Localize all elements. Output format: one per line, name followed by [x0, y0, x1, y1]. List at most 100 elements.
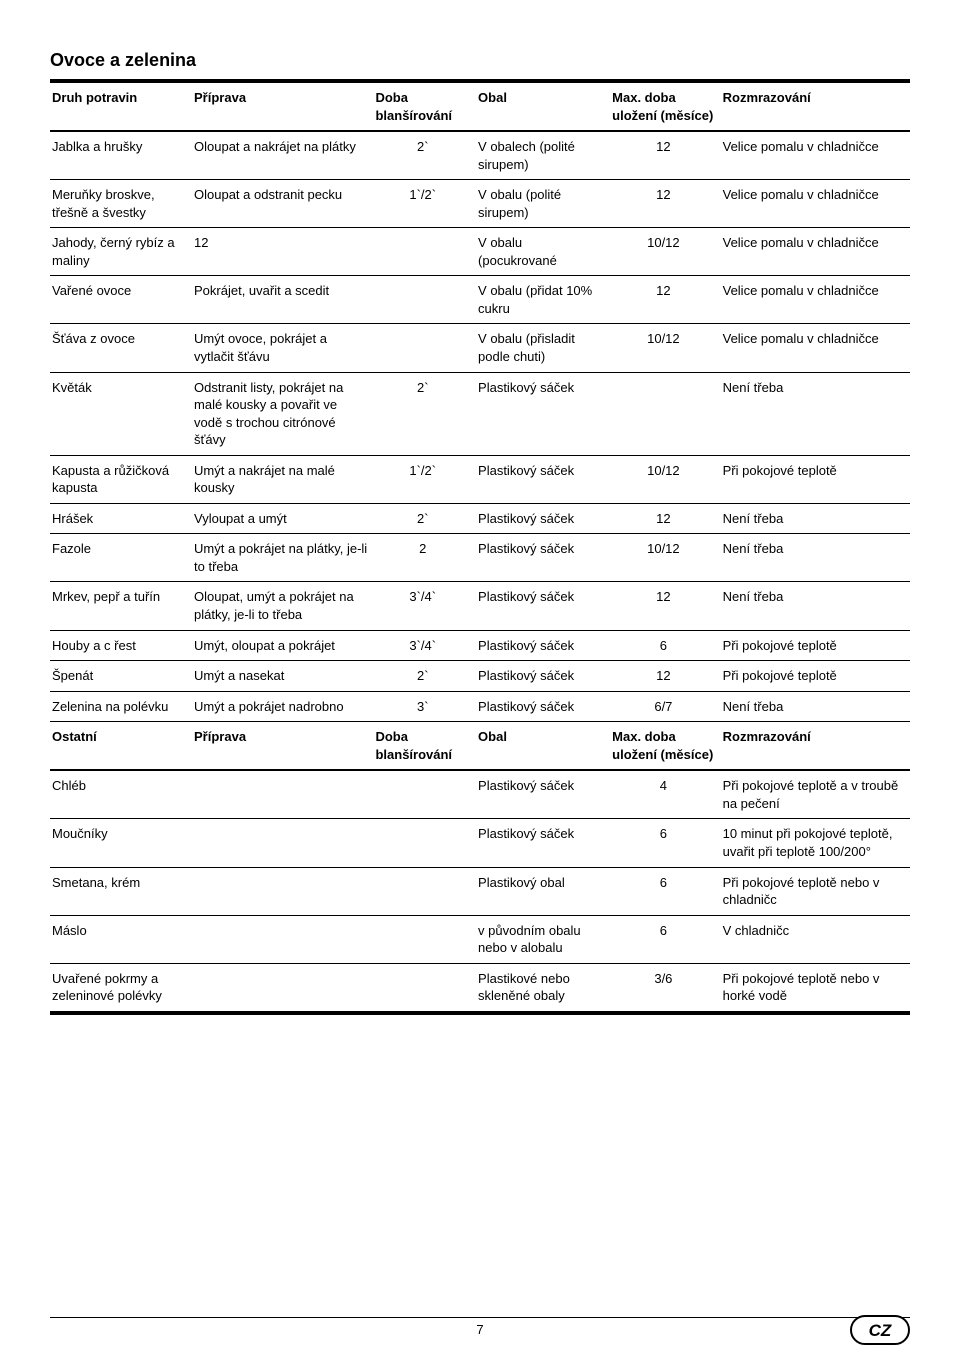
cell: Plastikové nebo skleněné obaly: [476, 963, 610, 1013]
cell: [373, 324, 476, 372]
cell: Umýt, oloupat a pokrájet: [192, 630, 373, 661]
cell: [373, 963, 476, 1013]
cell: 12: [610, 503, 720, 534]
cell: Šťáva z ovoce: [50, 324, 192, 372]
cell: Smetana, krém: [50, 867, 192, 915]
cell: [192, 915, 373, 963]
th: Obal: [476, 722, 610, 771]
cell: 6: [610, 819, 720, 867]
cell: v původním obalu nebo v alobalu: [476, 915, 610, 963]
cell: Odstranit listy, pokrájet na malé kousky…: [192, 372, 373, 455]
cell: Při pokojové teplotě nebo v chladničc: [721, 867, 910, 915]
footer-divider: [50, 1317, 910, 1318]
cell: Při pokojové teplotě: [721, 630, 910, 661]
table2-header-row: Ostatní Příprava Doba blanšírování Obal …: [50, 722, 910, 771]
cell: Oloupat a nakrájet na plátky: [192, 131, 373, 180]
cell: Plastikový sáček: [476, 770, 610, 819]
cz-badge: CZ: [850, 1315, 910, 1345]
cell: Moučníky: [50, 819, 192, 867]
th: Rozmrazování: [721, 81, 910, 131]
th: Druh potravin: [50, 81, 192, 131]
cell: [373, 228, 476, 276]
table-row: ChlébPlastikový sáček4Při pokojové teplo…: [50, 770, 910, 819]
cell: 10 minut při pokojové teplotě, uvařit př…: [721, 819, 910, 867]
cell: 10/12: [610, 534, 720, 582]
cell: 1`/2`: [373, 180, 476, 228]
cell: Umýt a pokrájet na plátky, je-li to třeb…: [192, 534, 373, 582]
cell: [373, 867, 476, 915]
table-row: MoučníkyPlastikový sáček610 minut při po…: [50, 819, 910, 867]
cell: V obalech (polité sirupem): [476, 131, 610, 180]
cell: 12: [610, 131, 720, 180]
cell: Fazole: [50, 534, 192, 582]
cell: Při pokojové teplotě a v troubě na pečen…: [721, 770, 910, 819]
cell: 6: [610, 915, 720, 963]
cell: Plastikový sáček: [476, 372, 610, 455]
cell: Vařené ovoce: [50, 276, 192, 324]
cell: Špenát: [50, 661, 192, 692]
cell: Plastikový sáček: [476, 691, 610, 722]
cell: Máslo: [50, 915, 192, 963]
cell: Kapusta a růžičková kapusta: [50, 455, 192, 503]
cell: Meruňky broskve, třešně a švestky: [50, 180, 192, 228]
cell: Plastikový sáček: [476, 582, 610, 630]
table-row: Houby a c řestUmýt, oloupat a pokrájet3`…: [50, 630, 910, 661]
cell: Jahody, černý rybíz a maliny: [50, 228, 192, 276]
table-row: HrášekVyloupat a umýt2`Plastikový sáček1…: [50, 503, 910, 534]
cell: Umýt ovoce, pokrájet a vytlačit šťávu: [192, 324, 373, 372]
table-row: Meruňky broskve, třešně a švestkyOloupat…: [50, 180, 910, 228]
cell: Při pokojové teplotě: [721, 455, 910, 503]
cell: Hrášek: [50, 503, 192, 534]
cell: Velice pomalu v chladničce: [721, 228, 910, 276]
table-row: Uvařené pokrmy a zeleninové polévky Plast…: [50, 963, 910, 1013]
th: Příprava: [192, 81, 373, 131]
cell: 6: [610, 630, 720, 661]
cell: [610, 372, 720, 455]
cell: 12: [610, 582, 720, 630]
table-row: ŠpenátUmýt a nasekat2`Plastikový sáček12…: [50, 661, 910, 692]
cell: Uvařené pokrmy a zeleninové polévky: [50, 963, 192, 1013]
table-row: Smetana, krém Plastikový obal6Při pokojov…: [50, 867, 910, 915]
cell: [192, 867, 373, 915]
cell: [373, 276, 476, 324]
cell: 2`: [373, 372, 476, 455]
cell: Zelenina na polévku: [50, 691, 192, 722]
cell: Plastikový sáček: [476, 455, 610, 503]
cell: V obalu (přisladit podle chuti): [476, 324, 610, 372]
cell: [373, 819, 476, 867]
cell: 6: [610, 867, 720, 915]
cell: Houby a c řest: [50, 630, 192, 661]
table-row: Vařené ovocePokrájet, uvařit a sceditV o…: [50, 276, 910, 324]
cell: [192, 963, 373, 1013]
th: Obal: [476, 81, 610, 131]
cell: Plastikový obal: [476, 867, 610, 915]
cell: Velice pomalu v chladničce: [721, 180, 910, 228]
food-table-1: Druh potravin Příprava Doba blanšírování…: [50, 79, 910, 1015]
cell: Vyloupat a umýt: [192, 503, 373, 534]
cell: [373, 915, 476, 963]
cell: 2`: [373, 131, 476, 180]
cell: Není třeba: [721, 534, 910, 582]
cell: V obalu (polité sirupem): [476, 180, 610, 228]
cell: 3`/4`: [373, 582, 476, 630]
table-row: Jahody, černý rybíz a maliny12V obalu (p…: [50, 228, 910, 276]
cell: Není třeba: [721, 372, 910, 455]
cell: 4: [610, 770, 720, 819]
cell: Květák: [50, 372, 192, 455]
table-row: KvětákOdstranit listy, pokrájet na malé …: [50, 372, 910, 455]
cell: 12: [610, 180, 720, 228]
cell: 3`/4`: [373, 630, 476, 661]
cell: 10/12: [610, 228, 720, 276]
table1-header-row: Druh potravin Příprava Doba blanšírování…: [50, 81, 910, 131]
cell: Velice pomalu v chladničce: [721, 131, 910, 180]
th: Ostatní: [50, 722, 192, 771]
page-number: 7: [0, 1322, 960, 1337]
cell: Mrkev, pepř a tuřín: [50, 582, 192, 630]
th: Příprava: [192, 722, 373, 771]
cell: 12: [610, 661, 720, 692]
cell: Plastikový sáček: [476, 630, 610, 661]
cell: V chladničc: [721, 915, 910, 963]
th: Doba blanšírování: [373, 81, 476, 131]
cell: Při pokojové teplotě: [721, 661, 910, 692]
cell: Není třeba: [721, 582, 910, 630]
